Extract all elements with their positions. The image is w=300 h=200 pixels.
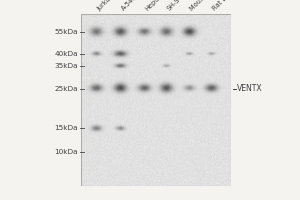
Text: A-549: A-549 xyxy=(120,0,138,12)
Text: 55kDa: 55kDa xyxy=(55,29,78,35)
Text: 25kDa: 25kDa xyxy=(55,86,78,92)
Text: Rat bone marrow: Rat bone marrow xyxy=(212,0,256,12)
Text: VENTX: VENTX xyxy=(237,84,262,93)
Text: HepG2: HepG2 xyxy=(144,0,164,12)
Text: Jurkat: Jurkat xyxy=(96,0,114,12)
Text: Mouse spinal cord: Mouse spinal cord xyxy=(189,0,236,12)
Text: 10kDa: 10kDa xyxy=(55,149,78,155)
Text: SH-SY5Y: SH-SY5Y xyxy=(167,0,191,12)
Text: 40kDa: 40kDa xyxy=(55,51,78,57)
Text: 15kDa: 15kDa xyxy=(55,125,78,131)
Text: 35kDa: 35kDa xyxy=(55,63,78,69)
